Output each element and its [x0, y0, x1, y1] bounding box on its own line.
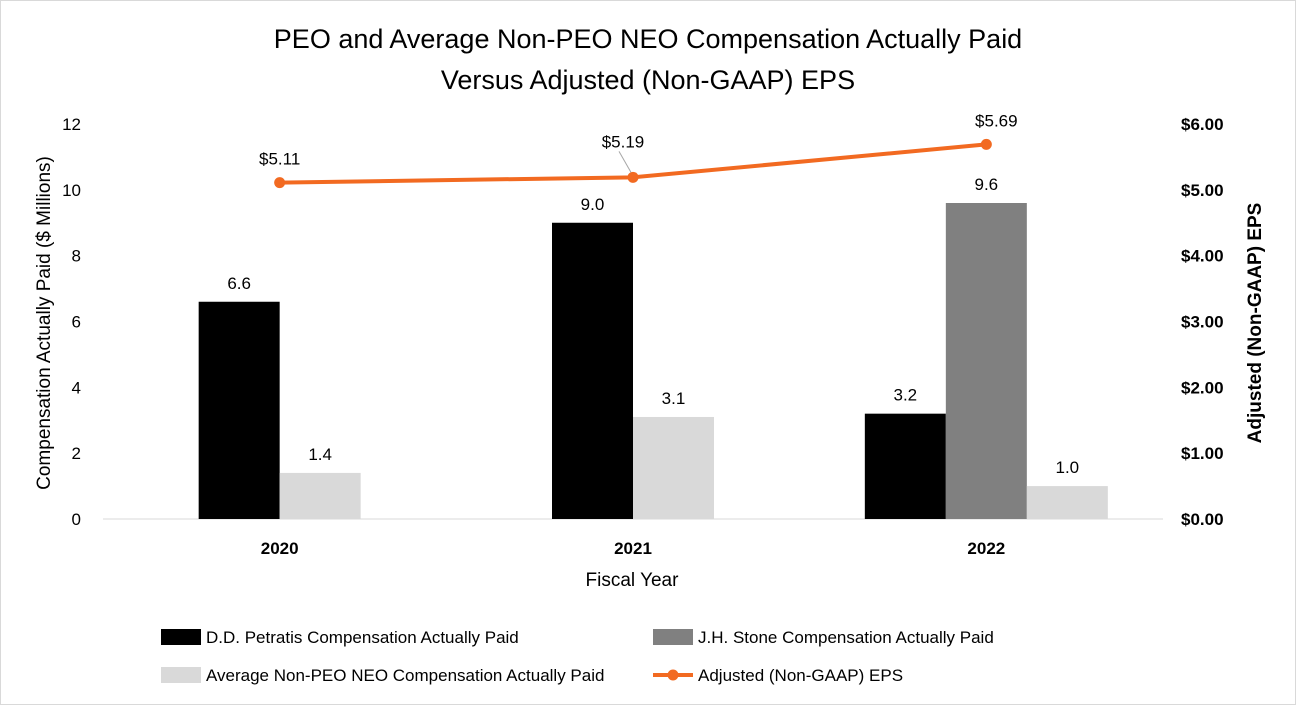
y2-tick-label: $4.00: [1181, 247, 1224, 266]
bar-data-label: 6.6: [227, 274, 251, 293]
bar: [633, 416, 714, 519]
y2-tick-label: $3.00: [1181, 313, 1224, 332]
y2-tick-label: $6.00: [1181, 115, 1224, 134]
y2-tick-label: $0.00: [1181, 510, 1224, 529]
bar-data-label: 1.0: [1056, 458, 1080, 477]
y2-tick-label: $5.00: [1181, 181, 1224, 200]
y-tick-label: 8: [72, 247, 81, 266]
y-tick-label: 6: [72, 313, 81, 332]
y2-axis-title: Adjusted (Non-GAAP) EPS: [1245, 203, 1266, 444]
x-tick-label: 2020: [261, 539, 299, 558]
bar: [864, 413, 946, 519]
eps-marker: [627, 171, 639, 183]
legend-label: Adjusted (Non-GAAP) EPS: [698, 666, 903, 685]
eps-label-leader: [618, 151, 632, 173]
bar: [198, 301, 280, 519]
eps-data-label: $5.19: [602, 132, 645, 151]
y-tick-label: 0: [72, 510, 81, 529]
bar: [552, 222, 633, 519]
bar-data-label: 1.4: [308, 445, 332, 464]
y-tick-label: 2: [72, 444, 81, 463]
eps-marker: [274, 177, 286, 189]
bar-data-label: 3.1: [662, 389, 686, 408]
y2-tick-label: $2.00: [1181, 378, 1224, 397]
chart-title-line1: PEO and Average Non-PEO NEO Compensation…: [274, 24, 1022, 54]
y-tick-label: 12: [62, 115, 81, 134]
legend-swatch: [653, 629, 693, 645]
y2-tick-label: $1.00: [1181, 444, 1224, 463]
chart-title-line2: Versus Adjusted (Non-GAAP) EPS: [441, 65, 855, 95]
legend-label: Average Non-PEO NEO Compensation Actuall…: [206, 666, 604, 685]
legend-label: D.D. Petratis Compensation Actually Paid: [206, 628, 519, 647]
x-tick-label: 2021: [614, 539, 652, 558]
bar-data-label: 3.2: [894, 386, 918, 405]
x-axis-title: Fiscal Year: [586, 570, 680, 591]
y-tick-label: 4: [72, 378, 81, 397]
eps-data-label: $5.69: [975, 111, 1018, 130]
bar: [945, 203, 1027, 519]
bar: [279, 472, 361, 519]
x-tick-label: 2022: [967, 539, 1005, 558]
y-axis-title: Compensation Actually Paid ($ Millions): [34, 156, 55, 490]
legend-label: J.H. Stone Compensation Actually Paid: [698, 628, 994, 647]
bar-data-label: 9.0: [581, 195, 605, 214]
legend-swatch: [161, 629, 201, 645]
legend-swatch-marker: [667, 669, 679, 681]
bar: [1026, 486, 1108, 519]
eps-data-label: $5.11: [259, 150, 300, 169]
y-tick-label: 10: [62, 181, 81, 200]
eps-marker: [980, 138, 992, 150]
legend-swatch: [161, 667, 201, 683]
bar-data-label: 9.6: [975, 175, 999, 194]
